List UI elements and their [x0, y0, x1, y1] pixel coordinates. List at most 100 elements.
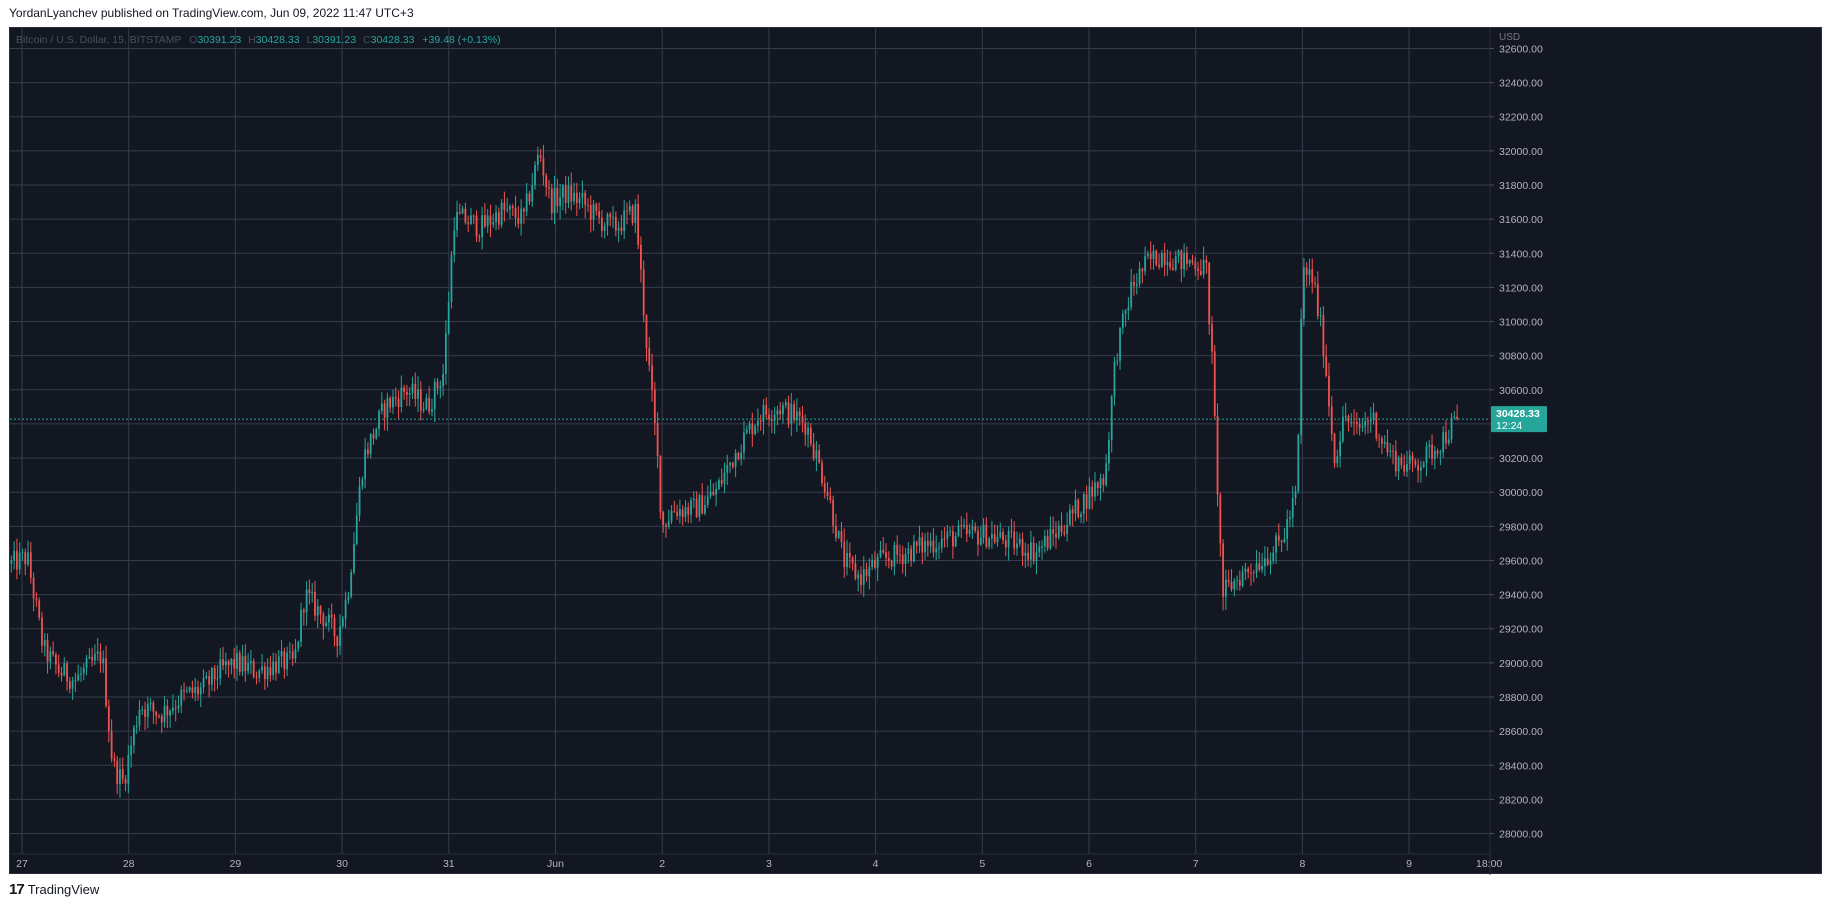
candle-body — [1018, 538, 1021, 544]
candle-body — [564, 185, 567, 203]
candle-body — [316, 606, 319, 616]
candle-body — [1433, 450, 1436, 459]
price-axis[interactable]: 28000.00 28200.00 28400.00 28600.00 28800.00… — [1490, 43, 1543, 841]
candle-body — [489, 215, 492, 225]
candle-body — [965, 524, 968, 534]
chart-panel[interactable]: 28000.00 28200.00 28400.00 28600.00 28800.00… — [9, 27, 1823, 875]
candle-body — [734, 452, 737, 467]
candle-body — [840, 531, 843, 543]
y-tick-label: 28800.00 — [1499, 692, 1543, 704]
candle-body — [188, 687, 191, 691]
candle-body — [233, 659, 236, 669]
candle-body — [305, 589, 308, 613]
candle-body — [904, 553, 907, 564]
candle-body — [506, 209, 509, 211]
candle-body — [531, 185, 534, 202]
candle-body — [1422, 463, 1425, 468]
candle-body — [807, 427, 809, 435]
candle-body — [330, 614, 333, 618]
candle-body — [99, 651, 102, 664]
candle-body — [1213, 351, 1216, 417]
candle-body — [180, 690, 183, 706]
candle-body — [400, 387, 403, 408]
candle-body — [640, 244, 642, 270]
y-tick-label: 30800.00 — [1499, 351, 1543, 363]
candle-body — [1225, 579, 1227, 597]
y-tick-label: 29800.00 — [1499, 521, 1543, 533]
candle-body — [548, 187, 550, 189]
x-tick-label: 29 — [230, 858, 242, 870]
candle-body — [224, 661, 227, 666]
candle-body — [715, 488, 718, 495]
y-tick-label: 29200.00 — [1499, 624, 1543, 636]
candle-body — [887, 557, 890, 562]
candle-body — [768, 414, 770, 420]
candle-body — [113, 758, 116, 761]
candle-body — [982, 524, 985, 538]
candle-body — [169, 710, 172, 716]
candlestick-chart[interactable]: 28000.00 28200.00 28400.00 28600.00 28800.00… — [10, 28, 1823, 875]
x-tick-label: 27 — [16, 858, 28, 870]
candle-body — [745, 429, 748, 433]
candle-body — [542, 157, 545, 176]
candle-body — [394, 396, 397, 399]
candle-body — [1149, 253, 1152, 259]
time-axis[interactable]: 27 28 29 30 31 Jun 2 3 4 5 6 7 8 9 18:00 — [16, 858, 1502, 870]
candle-body — [718, 480, 720, 489]
candle-body — [1091, 486, 1094, 497]
y-tick-label: 28600.00 — [1499, 726, 1543, 738]
candle-body — [155, 711, 158, 716]
candle-body — [954, 536, 957, 547]
x-tick-label: 4 — [873, 858, 879, 870]
candle-body — [910, 548, 913, 562]
candle-body — [1450, 417, 1453, 440]
candle-body — [1372, 412, 1375, 420]
candle-body — [450, 255, 453, 302]
candle-body — [971, 526, 974, 530]
candle-body — [748, 423, 751, 430]
candle-body — [642, 269, 645, 316]
candle-body — [1116, 360, 1119, 362]
y-tick-label: 30000.00 — [1499, 487, 1543, 499]
candle-body — [762, 405, 765, 422]
candle-body — [1325, 356, 1328, 376]
candle-body — [364, 449, 367, 480]
candle-body — [1127, 307, 1130, 311]
candle-body — [893, 544, 896, 567]
candle-body — [35, 598, 38, 601]
candle-body — [1378, 438, 1381, 440]
candle-body — [314, 591, 316, 616]
candle-body — [656, 422, 659, 456]
candle-body — [960, 525, 963, 527]
candle-body — [91, 656, 94, 661]
x-tick-label: 6 — [1086, 858, 1092, 870]
candle-body — [996, 536, 999, 543]
candle-body — [963, 524, 965, 527]
candle-body — [350, 572, 353, 597]
y-tick-label: 31600.00 — [1499, 214, 1543, 226]
candle-body — [484, 215, 486, 227]
candle-body — [1344, 416, 1347, 418]
candle-body — [1456, 416, 1459, 420]
candle-body — [1266, 558, 1269, 565]
candle-body — [263, 666, 266, 680]
candle-body — [183, 690, 185, 692]
candle-body — [389, 398, 392, 408]
candle-body — [1350, 421, 1353, 423]
candle-body — [534, 164, 536, 186]
candle-body — [539, 154, 542, 158]
candle-body — [662, 512, 665, 525]
y-tick-label: 28000.00 — [1499, 829, 1543, 841]
candle-body — [754, 425, 757, 435]
candle-body — [1238, 580, 1241, 586]
candle-body — [1322, 315, 1325, 357]
candle-body — [213, 668, 216, 680]
candle-body — [578, 197, 581, 203]
candle-body — [1406, 463, 1408, 472]
candle-body — [559, 197, 562, 207]
candle-body — [1328, 375, 1330, 407]
x-tick-label: 18:00 — [1476, 858, 1502, 870]
candle-body — [1202, 260, 1205, 275]
candle-body — [695, 498, 698, 517]
candle-body — [684, 506, 687, 518]
